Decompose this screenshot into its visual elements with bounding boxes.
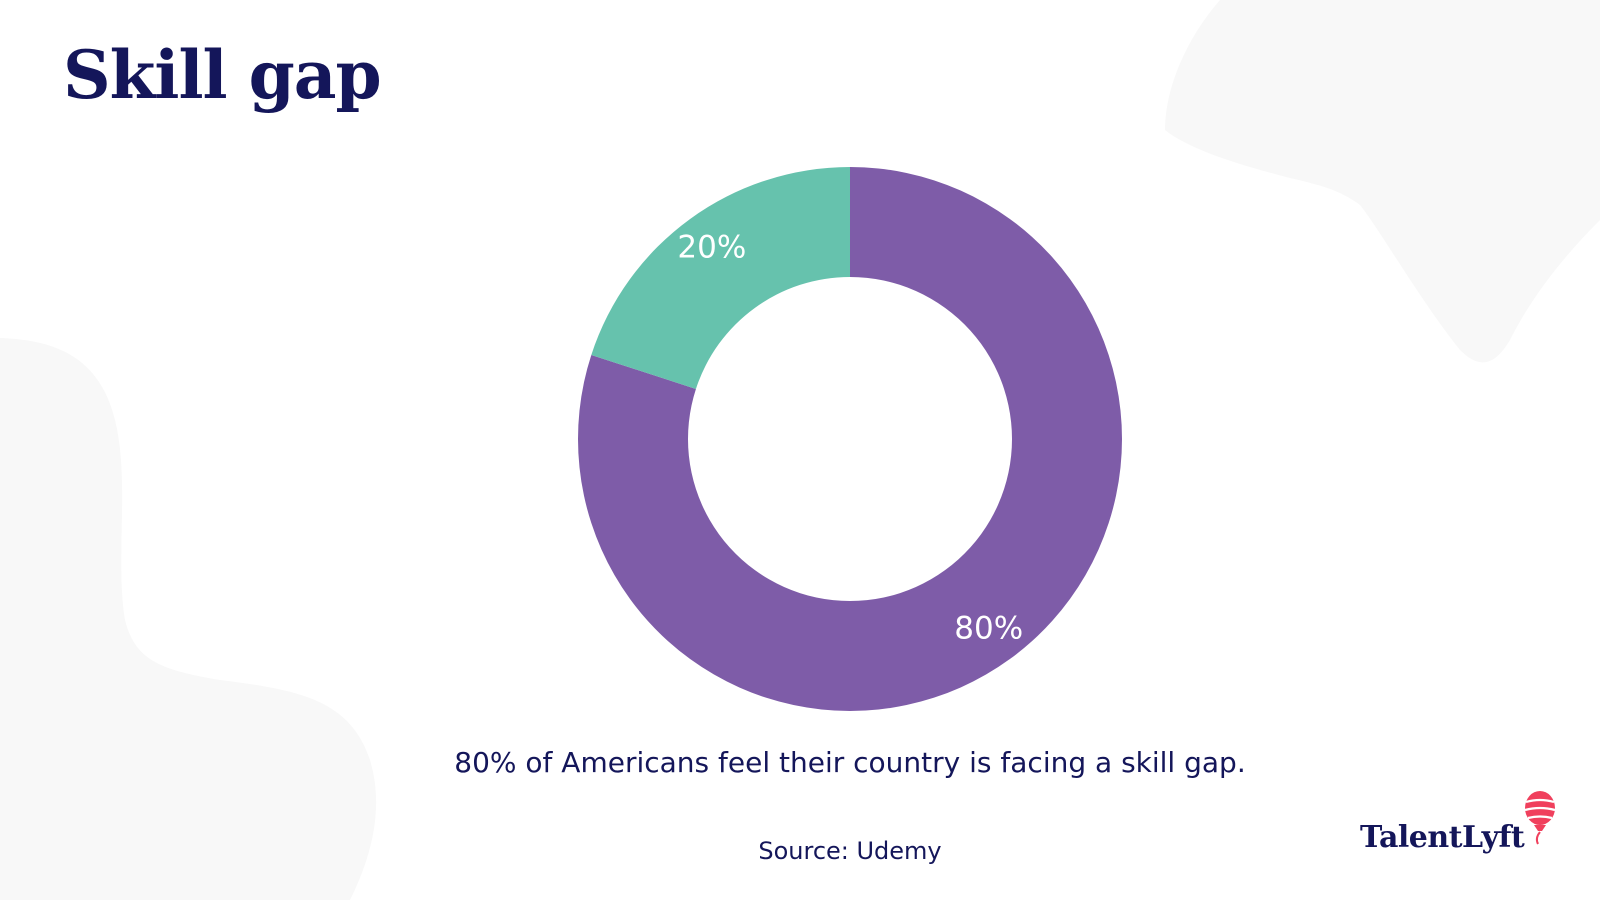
slice-20 [591,167,850,389]
page-title: Skill gap [63,36,382,114]
slice-80 [578,167,1122,712]
background-blob-left [0,338,377,900]
talentlyft-logo: TalentLyft [1360,790,1560,860]
source-note: Source: Udemy [758,837,942,865]
logo-text: TalentLyft [1360,820,1525,855]
chart-labels: 80% 20% [677,229,1023,646]
slice-label-20: 20% [677,229,746,265]
balloon-icon [1524,791,1556,845]
background-blob-top-right [1165,0,1600,363]
chart-caption: 80% of Americans feel their country is f… [454,746,1246,779]
chart-slices [578,167,1122,712]
slice-label-80: 80% [954,610,1023,646]
